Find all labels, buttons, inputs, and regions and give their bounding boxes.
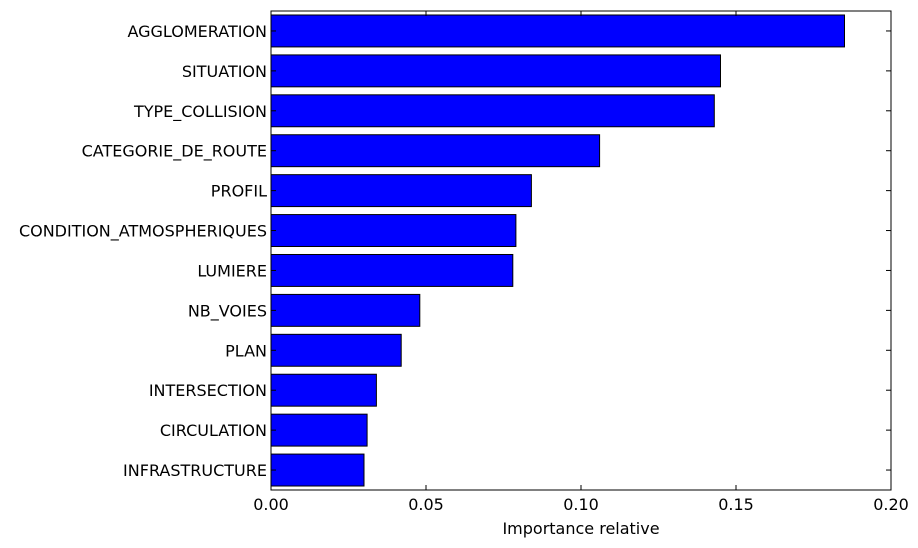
bar bbox=[270, 413, 368, 447]
category-label: CATEGORIE_DE_ROUTE bbox=[82, 142, 267, 162]
bar bbox=[270, 94, 715, 128]
plot-frame bbox=[270, 10, 892, 491]
category-label: SITUATION bbox=[182, 62, 267, 81]
bar bbox=[270, 453, 365, 487]
x-tick-label: 0.00 bbox=[253, 495, 289, 514]
x-tick-label: 0.15 bbox=[718, 495, 754, 514]
bars bbox=[270, 14, 845, 487]
bar bbox=[270, 214, 517, 248]
category-label: PROFIL bbox=[211, 182, 267, 201]
y-ticks bbox=[271, 30, 891, 471]
bar bbox=[270, 293, 421, 327]
bar bbox=[270, 253, 514, 287]
bar bbox=[270, 14, 845, 48]
x-axis-label: Importance relative bbox=[502, 519, 659, 538]
x-tick-label: 0.05 bbox=[408, 495, 444, 514]
category-label: INFRASTRUCTURE bbox=[123, 461, 267, 480]
bar bbox=[270, 54, 721, 88]
x-tick-label: 0.10 bbox=[563, 495, 599, 514]
bar bbox=[270, 333, 402, 367]
category-label: CIRCULATION bbox=[160, 421, 267, 440]
category-label: INTERSECTION bbox=[149, 381, 267, 400]
bar bbox=[270, 174, 532, 208]
category-label: PLAN bbox=[225, 341, 267, 360]
plot-area bbox=[271, 11, 891, 490]
category-label: CONDITION_ATMOSPHERIQUES bbox=[19, 222, 267, 242]
x-ticks: 0.00 0.05 0.10 0.15 0.20 bbox=[253, 11, 909, 514]
bar bbox=[270, 373, 377, 407]
category-label: TYPE_COLLISION bbox=[133, 102, 267, 122]
x-tick-label: 0.20 bbox=[873, 495, 909, 514]
category-label: AGGLOMERATION bbox=[127, 22, 267, 41]
category-labels: AGGLOMERATION SITUATION TYPE_COLLISION CATE… bbox=[19, 22, 267, 480]
category-label: LUMIERE bbox=[197, 261, 267, 280]
bar bbox=[270, 134, 601, 168]
category-label: NB_VOIES bbox=[188, 301, 267, 321]
